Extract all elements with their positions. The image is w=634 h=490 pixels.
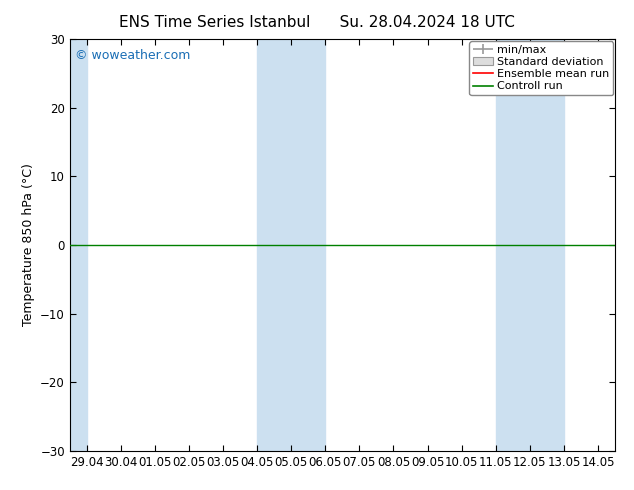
Bar: [257, 39, 325, 451]
Text: ENS Time Series Istanbul      Su. 28.04.2024 18 UTC: ENS Time Series Istanbul Su. 28.04.2024 …: [119, 15, 515, 30]
Bar: [496, 39, 564, 451]
Legend: min/max, Standard deviation, Ensemble mean run, Controll run: min/max, Standard deviation, Ensemble me…: [469, 42, 612, 95]
Text: © woweather.com: © woweather.com: [75, 49, 191, 63]
Y-axis label: Temperature 850 hPa (°C): Temperature 850 hPa (°C): [22, 164, 35, 326]
Bar: [70, 39, 87, 451]
